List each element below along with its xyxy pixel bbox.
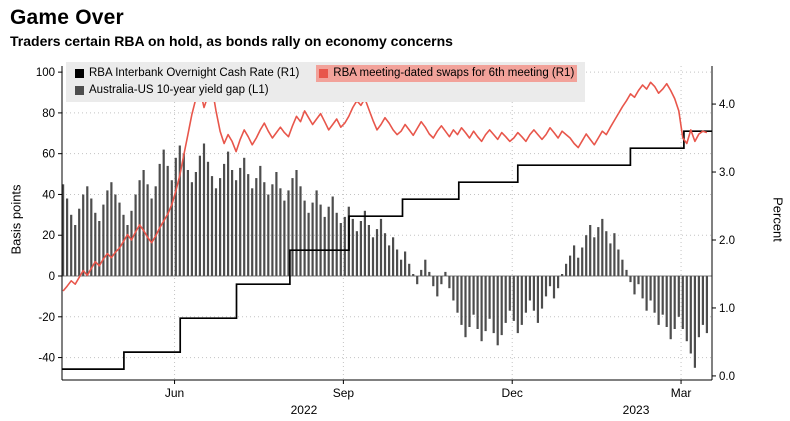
cash-rate-step-line	[62, 130, 712, 370]
chart-header: Game Over Traders certain RBA on hold, a…	[10, 6, 453, 49]
legend-item-swaps[interactable]: RBA meeting-dated swaps for 6th meeting …	[316, 65, 578, 82]
svg-text:80: 80	[42, 108, 55, 120]
svg-text:40: 40	[42, 189, 55, 201]
chart-title: Game Over	[10, 6, 124, 29]
svg-text:Mar: Mar	[671, 386, 692, 400]
svg-text:2022: 2022	[291, 403, 318, 417]
legend-row-2: Australia-US 10-year yield gap (L1)	[72, 82, 577, 99]
chart-plot-area[interactable]: 100 80 60 40 20 0 -20 -40 4.0 3.0 2.0 1.0 0.0 Jun Sep D…	[0, 58, 790, 421]
svg-text:2023: 2023	[623, 403, 650, 417]
chart-legend: RBA Interbank Overnight Cash Rate (R1) R…	[66, 62, 586, 103]
yield-gap-bars	[62, 143, 708, 368]
legend-item-yield-gap[interactable]: Australia-US 10-year yield gap (L1)	[72, 82, 272, 99]
svg-text:2.0: 2.0	[719, 235, 735, 247]
svg-text:100: 100	[36, 67, 55, 79]
svg-text:4.0: 4.0	[719, 99, 735, 111]
svg-text:1.0: 1.0	[719, 303, 735, 315]
svg-text:-20: -20	[38, 312, 55, 324]
legend-label-cash-rate: RBA Interbank Overnight Cash Rate (R1)	[89, 67, 300, 79]
svg-text:3.0: 3.0	[719, 167, 735, 179]
yield-gap-swatch-icon	[75, 85, 84, 95]
svg-text:0: 0	[49, 271, 55, 283]
svg-text:Sep: Sep	[333, 386, 355, 400]
svg-text:20: 20	[42, 230, 55, 242]
legend-row-1: RBA Interbank Overnight Cash Rate (R1) R…	[72, 65, 578, 82]
swaps-swatch-icon	[319, 68, 329, 78]
svg-text:0.0: 0.0	[719, 371, 735, 383]
swaps-line	[62, 81, 708, 292]
gridlines	[62, 66, 712, 380]
axis-tick-labels: 100 80 60 40 20 0 -20 -40 4.0 3.0 2.0 1.0 0.0 Jun Sep D…	[36, 67, 735, 417]
svg-text:Jun: Jun	[165, 386, 184, 400]
cash-rate-swatch-icon	[75, 68, 84, 78]
legend-label-yield-gap: Australia-US 10-year yield gap (L1)	[89, 83, 269, 96]
svg-text:Dec: Dec	[502, 386, 523, 400]
svg-text:60: 60	[42, 149, 55, 161]
chart-subtitle: Traders certain RBA on hold, as bonds ra…	[10, 33, 453, 49]
axes	[61, 66, 713, 381]
svg-text:-40: -40	[38, 353, 55, 365]
legend-item-cash-rate[interactable]: RBA Interbank Overnight Cash Rate (R1)	[72, 65, 302, 82]
legend-label-swaps: RBA meeting-dated swaps for 6th meeting …	[333, 67, 575, 79]
